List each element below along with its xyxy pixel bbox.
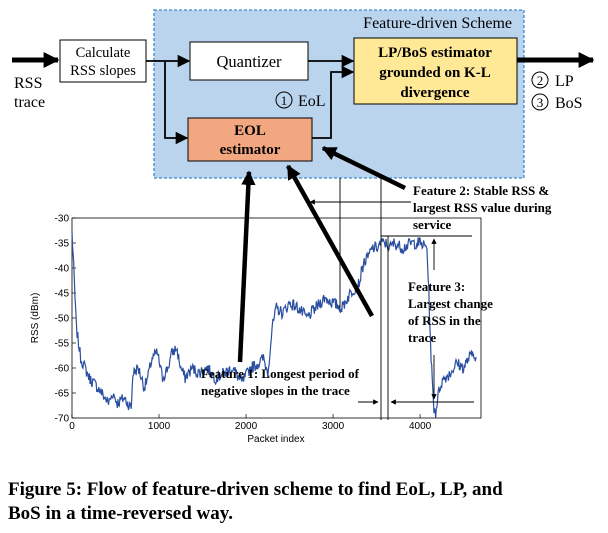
y-tick-label: -40 [55, 264, 70, 275]
y-tick-label: -45 [55, 289, 70, 300]
lpbos-line2: grounded on K-L [379, 65, 490, 81]
feature2-line3: service [413, 217, 451, 232]
y-tick-label: -35 [55, 239, 70, 250]
marker-2-label: LP [555, 73, 574, 90]
feature3-line3: of RSS in the [408, 313, 481, 328]
eol-estimator-box [187, 117, 313, 162]
plot-frame [71, 217, 482, 419]
feature1-pointer-arrow [237, 170, 256, 363]
x-tick-label: 1000 [148, 421, 171, 432]
eol-line2: estimator [220, 142, 281, 158]
marker-1-number: 1 [281, 93, 288, 108]
calc-slopes-line2: RSS slopes [70, 63, 136, 79]
input-label-trace: trace [14, 94, 45, 111]
calc-slopes-line1: Calculate [76, 45, 131, 61]
feature2-line1: Feature 2: Stable RSS & [413, 183, 549, 198]
feature2-line2: largest RSS value during [413, 200, 552, 215]
marker-2-circle [531, 71, 549, 89]
lpbos-estimator-box [353, 37, 518, 105]
y-tick-label: -50 [55, 314, 70, 325]
marker-1-label: EoL [298, 93, 326, 110]
caption-line1: Figure 5: Flow of feature-driven scheme … [8, 479, 503, 500]
marker-3-circle [531, 93, 549, 111]
arrow-calc-to-eol [164, 61, 189, 145]
marker-1-circle [275, 91, 293, 109]
y-tick-label: -65 [55, 389, 70, 400]
quantizer-label: Quantizer [216, 52, 282, 71]
feature3-line4: trace [408, 330, 436, 345]
eol-line1: EOL [234, 123, 266, 139]
arrow-eol-to-lpbos [312, 65, 355, 139]
lpbos-line3: divergence [400, 85, 469, 101]
feature-driven-diagram: Feature-driven Scheme RSS trace Calculat… [12, 9, 595, 445]
feature3-line1: Feature 3: [408, 279, 465, 294]
y-tick-label: -70 [55, 414, 70, 425]
feature1-line2: negative slopes in the trace [201, 383, 350, 398]
y-tick-label: -30 [55, 214, 70, 225]
y-axis-label: RSS (dBm) [30, 293, 41, 344]
x-tick-label: 2000 [235, 421, 258, 432]
rss-chart: -30 -35 -40 -45 -50 -55 -60 -65 -70 0 1000 2000 300… [30, 214, 482, 445]
x-axis-label: Packet index [247, 434, 304, 445]
x-tick-label: 0 [69, 421, 75, 432]
calc-slopes-box [59, 39, 147, 83]
x-axis-ticks: 0 1000 2000 3000 4000 [69, 414, 432, 432]
marker-2-number: 2 [537, 73, 544, 88]
caption-line2: BoS in a time-reversed way. [8, 503, 233, 524]
y-axis-ticks: -30 -35 -40 -45 -50 -55 -60 -65 -70 [55, 214, 76, 425]
feature1-line1: Feature 1: Longest period of [201, 366, 360, 381]
feature3-line2: Largest change [408, 296, 493, 311]
x-tick-label: 3000 [322, 421, 345, 432]
figure-caption: Figure 5: Flow of feature-driven scheme … [8, 478, 604, 526]
feature2-pointer-arrow [321, 145, 406, 191]
lpbos-line1: LP/BoS estimator [378, 45, 492, 61]
marker-3-number: 3 [537, 95, 544, 110]
x-tick-label: 4000 [409, 421, 432, 432]
marker-3-label: BoS [555, 95, 583, 112]
scheme-title: Feature-driven Scheme [363, 15, 512, 32]
rss-trace-line [71, 231, 477, 418]
feature3-pointer-arrow [286, 164, 374, 318]
y-tick-label: -60 [55, 364, 70, 375]
input-label-rss: RSS [14, 75, 42, 92]
y-tick-label: -55 [55, 339, 70, 350]
